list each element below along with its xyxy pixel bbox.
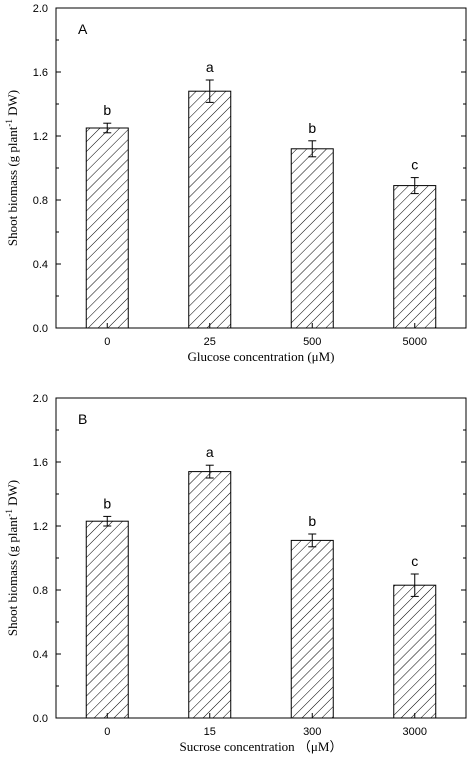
- bar: [188, 90, 232, 329]
- y-tick-label: 1.2: [33, 131, 48, 143]
- bar: [188, 471, 232, 719]
- bar: [393, 584, 437, 719]
- y-axis-label-pre: Shoot biomass (g plant: [5, 516, 20, 636]
- y-tick-label: 0.0: [33, 713, 48, 725]
- y-tick-label: 0.0: [33, 323, 48, 335]
- y-tick-label: 0.8: [33, 195, 48, 207]
- y-axis-label: Shoot biomass (g plant-1 DW): [4, 90, 20, 246]
- y-axis-label-sup: -1: [4, 119, 14, 127]
- significance-label: c: [411, 553, 418, 569]
- y-tick-label: 1.6: [33, 457, 48, 469]
- x-tick-label: 5000: [403, 336, 427, 348]
- significance-label: c: [411, 157, 418, 173]
- y-tick-label: 0.4: [33, 259, 48, 271]
- y-axis-label-post: DW): [5, 480, 20, 509]
- bar-series: b 0 a 15 b 300 c 3000: [85, 444, 437, 738]
- y-axis-ticks: 0.0 0.4 0.8 1.2 1.6 2.0: [33, 3, 466, 335]
- x-tick-label: 500: [303, 336, 321, 348]
- y-tick-label: 2.0: [33, 393, 48, 405]
- x-tick-label: 300: [303, 726, 321, 738]
- bar: [290, 148, 334, 329]
- significance-label: b: [103, 495, 111, 511]
- y-tick-label: 0.8: [33, 585, 48, 597]
- y-axis-ticks: 0.0 0.4 0.8 1.2 1.6 2.0: [33, 393, 466, 725]
- y-tick-label: 2.0: [33, 3, 48, 15]
- y-tick-label: 0.4: [33, 649, 48, 661]
- y-tick-label: 1.2: [33, 521, 48, 533]
- x-tick-label: 0: [104, 336, 110, 348]
- bar: [85, 127, 129, 329]
- bar: [290, 539, 334, 719]
- significance-label: a: [206, 59, 214, 75]
- panel-label: B: [78, 411, 87, 427]
- x-tick-label: 25: [204, 336, 216, 348]
- y-axis-label-post: DW): [5, 90, 20, 119]
- significance-label: a: [206, 444, 214, 460]
- y-axis-label: Shoot biomass (g plant-1 DW): [4, 480, 20, 636]
- x-axis-label: Sucrose concentration （μM）: [180, 739, 343, 754]
- significance-label: b: [308, 513, 316, 529]
- significance-label: b: [308, 120, 316, 136]
- x-tick-label: 0: [104, 726, 110, 738]
- bar-series: b 0 a 25 b 500 c 5000: [85, 59, 437, 348]
- y-tick-label: 1.6: [33, 67, 48, 79]
- bar: [85, 520, 129, 719]
- x-tick-label: 3000: [403, 726, 427, 738]
- y-axis-label-pre: Shoot biomass (g plant: [5, 126, 20, 246]
- significance-label: b: [103, 102, 111, 118]
- panel-label: A: [78, 21, 88, 37]
- bar: [393, 185, 437, 329]
- panel-b-chart: B 0.0 0.4 0.8 1.2 1.6 2.0 b 0 a 15 b 300 c 3000 Sucr…: [4, 393, 467, 754]
- y-axis-label-sup: -1: [4, 509, 14, 517]
- panel-a-chart: A 0.0 0.4 0.8 1.2 1.6 2.0 b 0 a 25 b 500 c 5000 Gluc…: [4, 3, 467, 364]
- x-tick-label: 15: [204, 726, 216, 738]
- x-axis-label: Glucose concentration (μM): [187, 349, 334, 364]
